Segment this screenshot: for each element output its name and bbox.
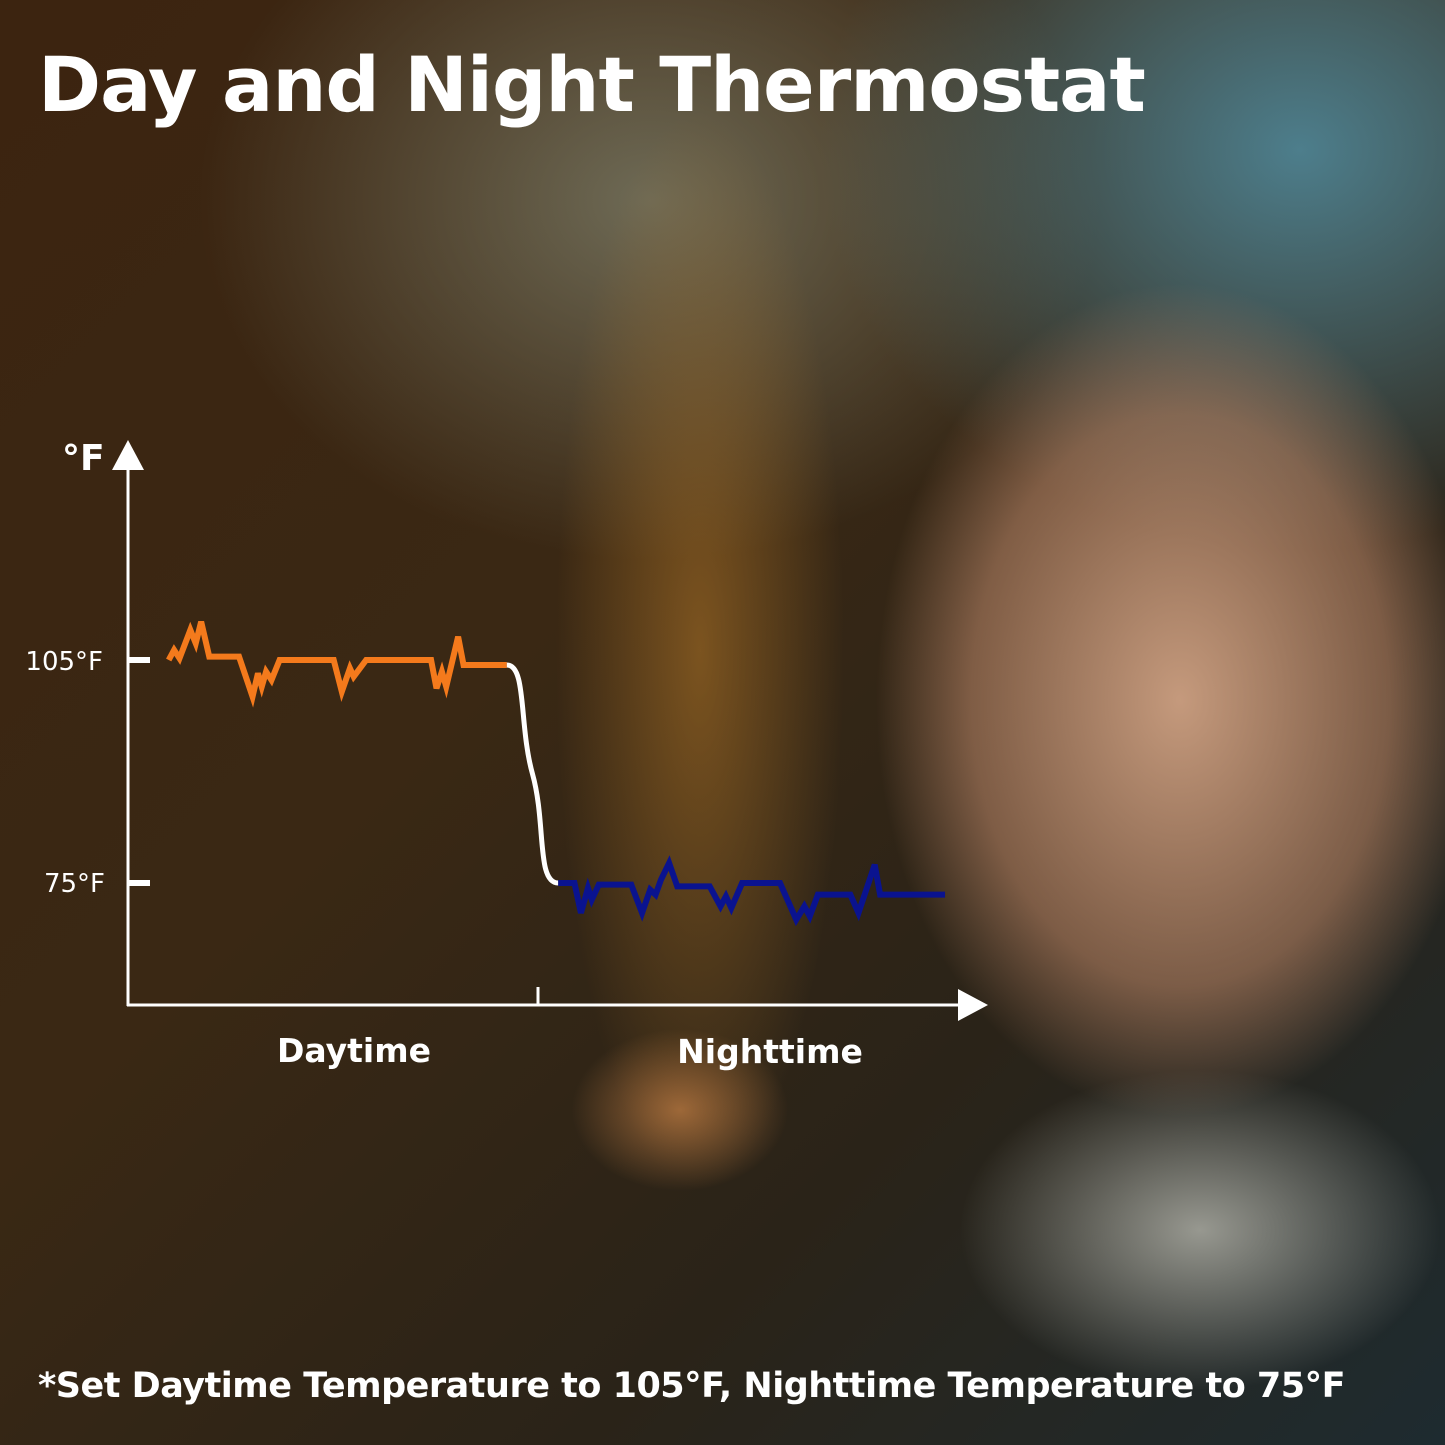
y-axis-arrow — [112, 440, 144, 470]
ytick-label-105: 105°F — [25, 647, 103, 677]
daytime-series-line — [166, 620, 507, 708]
footnote: *Set Daytime Temperature to 105°F, Night… — [38, 1366, 1346, 1406]
x-label-daytime: Daytime — [277, 1031, 431, 1070]
ytick-label-75: 75°F — [44, 869, 105, 899]
nighttime-series-line — [558, 855, 946, 927]
y-axis-label: °F — [62, 438, 105, 479]
transition-curve — [506, 662, 559, 886]
page-title: Day and Night Thermostat — [38, 40, 1146, 129]
x-axis-arrow — [958, 989, 988, 1021]
x-label-nighttime: Nighttime — [677, 1032, 863, 1071]
